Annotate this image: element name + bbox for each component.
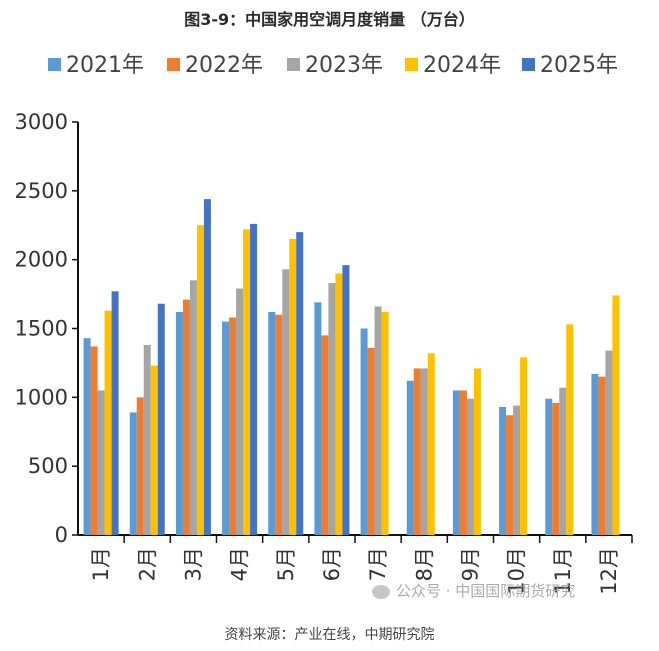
bar [157,303,165,535]
bar [104,310,112,535]
chart-title: 图3-9：中国家用空调月度销量 （万台） [184,10,475,29]
bar [129,412,137,535]
bar [420,368,428,535]
bar [189,280,197,535]
legend-item: 2021年 [48,53,144,78]
legend-item: 2025年 [522,53,618,78]
legend-item: 2022年 [167,53,263,78]
bar [335,273,343,535]
bar [591,373,599,535]
bar [296,232,304,535]
y-tick-label: 1500 [15,317,68,341]
bar [473,368,481,535]
bar [406,380,414,535]
bar [427,353,435,535]
bar [97,390,105,535]
legend-label: 2024年 [423,53,501,78]
bar [250,223,258,535]
bar [143,345,151,535]
bar [342,265,350,535]
legend-swatch [167,58,180,71]
bar [83,338,91,535]
x-tick-label: 5月 [274,547,298,581]
bar [275,314,283,535]
bar [243,229,251,535]
wechat-icon [372,584,390,599]
bar [545,398,553,535]
bar [289,239,297,535]
x-tick-label: 12月 [597,547,621,595]
y-tick-label: 500 [28,454,68,478]
bar [268,311,276,535]
bar [605,350,613,535]
bar [111,291,119,535]
bar [499,406,507,535]
watermark-text: 公众号 · 中国国际期货研究 [396,582,576,600]
bar [513,405,521,535]
bar [459,390,467,535]
bar [559,387,567,535]
legend: 2021年 2022年 2023年 2024年 2025年 [48,53,618,78]
x-tick-label: 10月 [505,547,529,595]
legend-label: 2023年 [305,53,383,78]
bar [229,317,237,535]
x-tick-label: 3月 [181,547,205,581]
y-tick-label: 3000 [15,110,68,134]
y-tick-label: 1000 [15,385,68,409]
legend-label: 2022年 [185,53,263,78]
bar [360,328,368,535]
legend-swatch [522,58,535,71]
bar [552,402,560,535]
bar [150,365,158,535]
bar [175,311,183,535]
x-tick-label: 11月 [551,547,575,595]
bar [136,397,144,535]
bar [196,225,204,535]
x-tick-label: 9月 [458,547,482,581]
bar [321,335,329,535]
x-tick-label: 8月 [412,547,436,581]
bar [90,346,98,535]
bar [598,376,606,535]
x-tick-label: 4月 [228,547,252,581]
x-tick-label: 2月 [135,547,159,581]
bar [236,288,244,535]
bar [413,368,421,535]
bar [282,269,290,535]
legend-item: 2024年 [405,53,501,78]
bar [466,398,474,535]
legend-swatch [287,58,300,71]
x-tick-labels: 1月 2月 3月 4月 5月 6月 7月 8月 9月 10月 11月 12月 [89,547,621,595]
bar [222,321,230,535]
bar [566,324,574,535]
bars [83,199,620,536]
x-tick-label: 1月 [89,547,113,581]
y-tick-label: 0 [55,523,68,547]
bar [367,347,375,535]
bar [374,306,382,535]
bar [452,390,460,535]
bar [314,302,322,535]
x-tick-label: 7月 [366,547,390,581]
source-note: 资料来源：产业在线，中期研究院 [224,627,435,643]
bar [182,299,190,535]
legend-item: 2023年 [287,53,383,78]
bar [520,357,528,535]
bar [506,415,514,535]
bar [328,283,336,535]
y-tick-label: 2000 [15,248,68,272]
x-tick-label: 6月 [320,547,344,581]
legend-label: 2021年 [66,53,144,78]
y-tick-label: 2500 [15,179,68,203]
legend-label: 2025年 [540,53,618,78]
legend-swatch [48,58,61,71]
bar [381,311,389,535]
watermark: 公众号 · 中国国际期货研究 [372,580,575,601]
bar [203,199,211,536]
legend-swatch [405,58,418,71]
bar [612,295,620,535]
axes: 0 500 1000 1500 2000 2500 3000 [15,110,633,547]
